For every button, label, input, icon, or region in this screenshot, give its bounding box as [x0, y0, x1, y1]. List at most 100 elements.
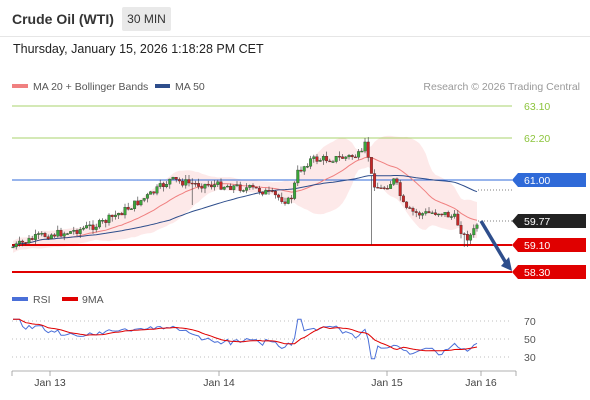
trend-arrow-head: [501, 257, 512, 271]
ma20-line: [12, 156, 478, 248]
level-tag-box: [512, 265, 586, 279]
candle-body: [21, 240, 25, 243]
ma50-legend-label: MA 50: [175, 81, 205, 93]
candle-body: [411, 208, 415, 212]
candle-body: [30, 238, 34, 240]
candle-body: [187, 179, 191, 184]
level-label: 61.00: [524, 175, 550, 187]
candle-body: [232, 185, 236, 190]
candle-body: [344, 156, 348, 159]
candle-body: [107, 214, 111, 223]
candle-body: [347, 155, 351, 158]
candle-body: [373, 173, 377, 188]
candle-body: [161, 183, 165, 188]
rsi-tick-label: 50: [524, 334, 536, 346]
candle-body: [113, 214, 117, 217]
level-label: 59.77: [524, 216, 550, 228]
level-label: 58.30: [524, 267, 550, 279]
candle-body: [101, 220, 105, 222]
candle-body: [437, 213, 441, 216]
x-tick-label: Jan 15: [371, 377, 403, 389]
candle-body: [72, 230, 76, 232]
candle-body: [270, 190, 274, 192]
candle-body: [433, 212, 437, 215]
candle-body: [69, 231, 73, 234]
rsi-tick-label: 30: [524, 352, 536, 364]
level-label: 62.20: [524, 133, 550, 145]
level-label: 63.10: [524, 101, 550, 113]
candle-body: [337, 156, 341, 158]
candle-body: [421, 213, 425, 216]
rsi-legend-label: RSI: [33, 294, 51, 306]
candle-body: [459, 225, 463, 234]
candle-body: [245, 187, 249, 191]
candle-body: [155, 186, 159, 194]
candle-body: [401, 195, 405, 203]
candle-body: [213, 184, 217, 188]
candle-body: [27, 238, 31, 244]
candle-body: [94, 226, 98, 230]
candle-body: [257, 187, 261, 193]
candle-body: [366, 141, 370, 158]
candle-body: [216, 181, 220, 185]
candle-body: [117, 213, 121, 216]
candle-body: [440, 213, 444, 216]
x-axis: Jan 13 Jan 14 Jan 15 Jan 16: [11, 370, 517, 389]
candle-body: [177, 179, 181, 182]
candle-body: [142, 198, 146, 201]
candle-body: [59, 230, 63, 237]
candle-body: [382, 187, 386, 189]
candle-body: [475, 224, 479, 229]
candle-body: [315, 156, 319, 162]
rsi-line: [13, 318, 478, 360]
candle-body: [14, 243, 18, 248]
candle-body: [126, 207, 130, 210]
candle-body: [168, 178, 172, 185]
candle-body: [88, 224, 92, 227]
candle-body: [296, 169, 300, 184]
candle-body: [139, 200, 143, 206]
candle-body: [62, 233, 66, 237]
candle-body: [40, 233, 44, 235]
candle-body: [222, 186, 226, 190]
candle-body: [65, 233, 69, 235]
candle-body: [430, 212, 434, 214]
candle-body: [248, 185, 252, 188]
candle-body: [136, 200, 140, 206]
candle-body: [264, 189, 268, 195]
candle-body: [97, 220, 101, 228]
candle-body: [465, 234, 469, 241]
candle-body: [78, 229, 82, 234]
candle-body: [398, 182, 402, 197]
candle-body: [408, 207, 412, 209]
candle-body: [200, 186, 204, 189]
candle-body: [357, 151, 361, 158]
candle-body: [33, 234, 37, 240]
candle-body: [17, 240, 21, 244]
candle-body: [350, 155, 354, 158]
candle-body: [334, 156, 338, 162]
level-tag-box: [512, 173, 586, 187]
candle-body: [206, 183, 210, 186]
candle-body: [24, 242, 28, 244]
candle-body: [110, 214, 114, 217]
candle-body: [363, 141, 367, 152]
candle-body: [238, 184, 242, 191]
bollinger-band: [13, 135, 477, 253]
candle-body: [273, 190, 277, 196]
timeframe-button[interactable]: 30 MIN: [122, 7, 171, 31]
candle-body: [219, 181, 223, 190]
candle-body: [184, 179, 188, 186]
candle-body: [286, 197, 290, 204]
candle-body: [203, 183, 207, 189]
header-bar: Crude Oil (WTI) 30 MIN: [0, 0, 590, 37]
candle-body: [456, 213, 460, 226]
candle-body: [283, 201, 287, 204]
candle-body: [81, 227, 85, 230]
candle-body: [171, 176, 175, 180]
candle-body: [385, 188, 389, 190]
x-tick-label: Jan 14: [203, 377, 235, 389]
candle-body: [414, 211, 418, 213]
candle-body: [376, 187, 380, 189]
